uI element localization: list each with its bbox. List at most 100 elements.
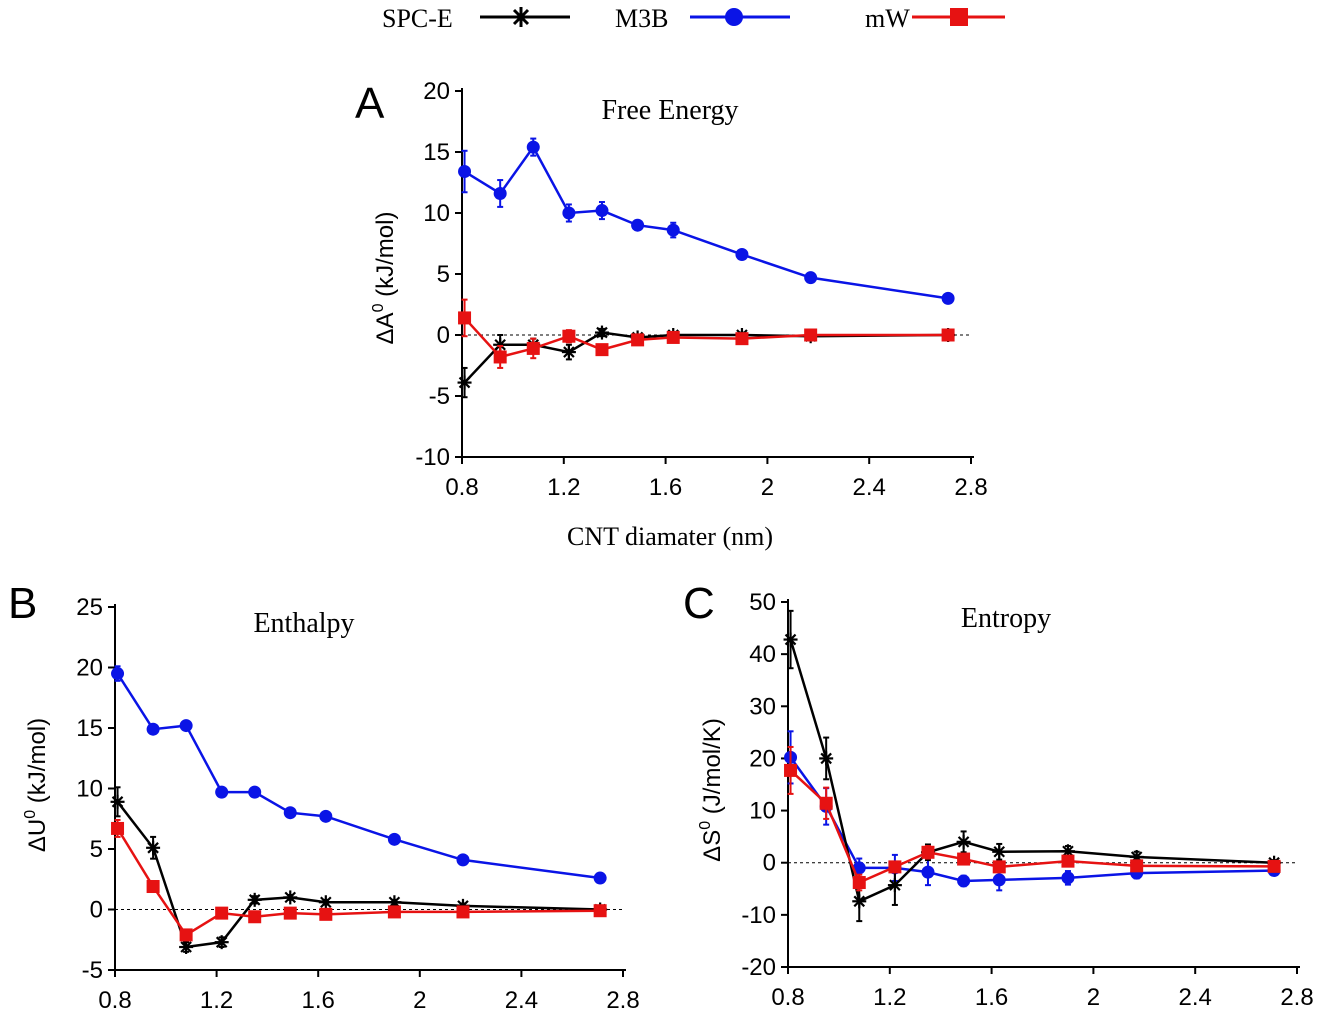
panel-a-ylabel-sup: 0 (370, 303, 387, 312)
point-m3b (941, 291, 955, 305)
panel-b-ytick-label: 20 (76, 655, 103, 682)
point-mw (248, 910, 262, 924)
point-spce (852, 894, 867, 909)
point-m3b (852, 861, 866, 875)
point-spce (247, 892, 262, 907)
point-spce (992, 844, 1007, 859)
point-mw (456, 905, 470, 919)
panel-a-ytick-label: 0 (437, 322, 450, 349)
point-m3b (283, 806, 297, 820)
point-m3b (248, 785, 262, 799)
panel-c-xtick-label: 1.6 (975, 984, 1008, 1011)
panel-b-xtick-label: 2.8 (606, 987, 639, 1014)
panel-b-ytick-label: 5 (90, 836, 103, 863)
panel-b-plot: -5 0 5 10 15 20 25 0.8 1.2 1.6 2 2.4 2.8 (76, 594, 639, 1014)
point-mw (526, 341, 540, 355)
point-mw (111, 821, 125, 835)
legend: SPC-E M3B mW (382, 4, 1005, 33)
panel-c-plot: -20 -10 0 10 20 30 40 50 0.8 1.2 1.6 2 2.4 2.8 (741, 589, 1313, 1011)
panel-b-series-mw (111, 818, 607, 942)
panel-a-ylabel: ΔA0 (kJ/mol) (370, 212, 399, 345)
panel-a-ytick-label: 15 (423, 139, 450, 166)
point-m3b (179, 719, 193, 733)
panel-b-ytick-label: 15 (76, 715, 103, 742)
legend-label-mw: mW (865, 4, 910, 33)
point-m3b (921, 865, 935, 879)
panel-c-ytick-label: 40 (749, 641, 776, 668)
panel-a-xtick-label: 1.2 (547, 474, 580, 501)
legend-marker-spce (511, 7, 531, 27)
series-line-m3b (463, 144, 949, 300)
asterisk-stroke (111, 796, 124, 808)
asterisk-stroke (993, 845, 1006, 858)
panel-b-ylabel: ΔU0 (kJ/mol) (22, 718, 51, 852)
point-m3b (595, 204, 609, 218)
point-spce (956, 834, 971, 849)
point-spce (179, 940, 194, 955)
series-line-mw (116, 827, 601, 937)
point-mw (1130, 859, 1144, 873)
point-m3b (593, 871, 607, 885)
asterisk-stroke (248, 894, 261, 906)
asterisk-stroke (180, 941, 192, 953)
point-mw (179, 928, 193, 942)
panel-c-title: Entropy (961, 603, 1051, 634)
panel-a: A Free Energy CNT diamater (nm) ΔA0 (kJ/… (355, 78, 988, 551)
point-m3b (526, 140, 540, 154)
point-mw (804, 328, 818, 342)
panel-b-xtick-label: 2 (413, 987, 426, 1014)
panel-c-ytick-label: -10 (741, 902, 776, 929)
panel-a-plot: -10 -5 0 5 10 15 20 0.8 1.2 1.6 2 2.4 2.8 (415, 78, 987, 501)
point-mw (283, 906, 297, 920)
panel-a-xtick-label: 2 (761, 474, 774, 501)
panel-c-xtick-label: 2.8 (1280, 984, 1313, 1011)
asterisk-stroke (596, 326, 608, 339)
point-mw (493, 350, 507, 364)
asterisk-stroke (957, 836, 970, 848)
point-m3b (631, 218, 645, 232)
panel-c-xtick-label: 2.4 (1179, 984, 1212, 1011)
point-mw (735, 332, 749, 346)
series-line-mw (463, 317, 949, 359)
asterisk-stroke (494, 338, 506, 351)
panel-c-ylabel-sup: 0 (697, 821, 714, 830)
point-spce (214, 935, 229, 950)
point-mw (888, 860, 902, 874)
asterisk-stroke (458, 376, 471, 389)
panel-b-ylabel-sup: 0 (22, 810, 39, 819)
panel-c-ytick-label: -20 (741, 954, 776, 981)
point-mw (562, 329, 576, 343)
panel-b-ytick-label: 0 (90, 897, 103, 924)
asterisk-stroke (784, 633, 797, 646)
asterisk-stroke (889, 879, 901, 891)
series-line-mw (789, 769, 1275, 885)
asterisk-stroke (320, 896, 332, 909)
panel-a-xtick-label: 0.8 (445, 474, 478, 501)
panel-a-xlabel: CNT diamater (nm) (567, 522, 773, 551)
point-spce (561, 345, 576, 360)
asterisk-stroke (820, 752, 832, 765)
panel-a-ylabel-unit: (kJ/mol) (372, 212, 399, 304)
point-mw (215, 906, 229, 920)
asterisk-stroke (284, 891, 297, 904)
panel-a-title: Free Energy (601, 95, 738, 126)
point-mw (458, 311, 472, 325)
point-mw (1061, 854, 1075, 868)
series-line-m3b (789, 756, 1275, 883)
panel-b-xtick-label: 2.4 (505, 987, 538, 1014)
panel-b-ytick-label: 10 (76, 776, 103, 803)
point-mw (593, 904, 607, 918)
asterisk-stroke (215, 936, 228, 948)
point-spce (819, 751, 834, 766)
point-mw (941, 328, 955, 342)
point-m3b (456, 853, 470, 867)
series-line-spce (116, 801, 601, 949)
legend-label-spce: SPC-E (382, 4, 453, 33)
panel-a-ytick-label: 10 (423, 200, 450, 227)
point-spce (110, 794, 125, 809)
panel-b-title: Enthalpy (253, 608, 354, 639)
legend-marker-m3b (725, 8, 743, 26)
panel-a-xtick-label: 2.8 (954, 474, 987, 501)
point-m3b (735, 247, 749, 261)
